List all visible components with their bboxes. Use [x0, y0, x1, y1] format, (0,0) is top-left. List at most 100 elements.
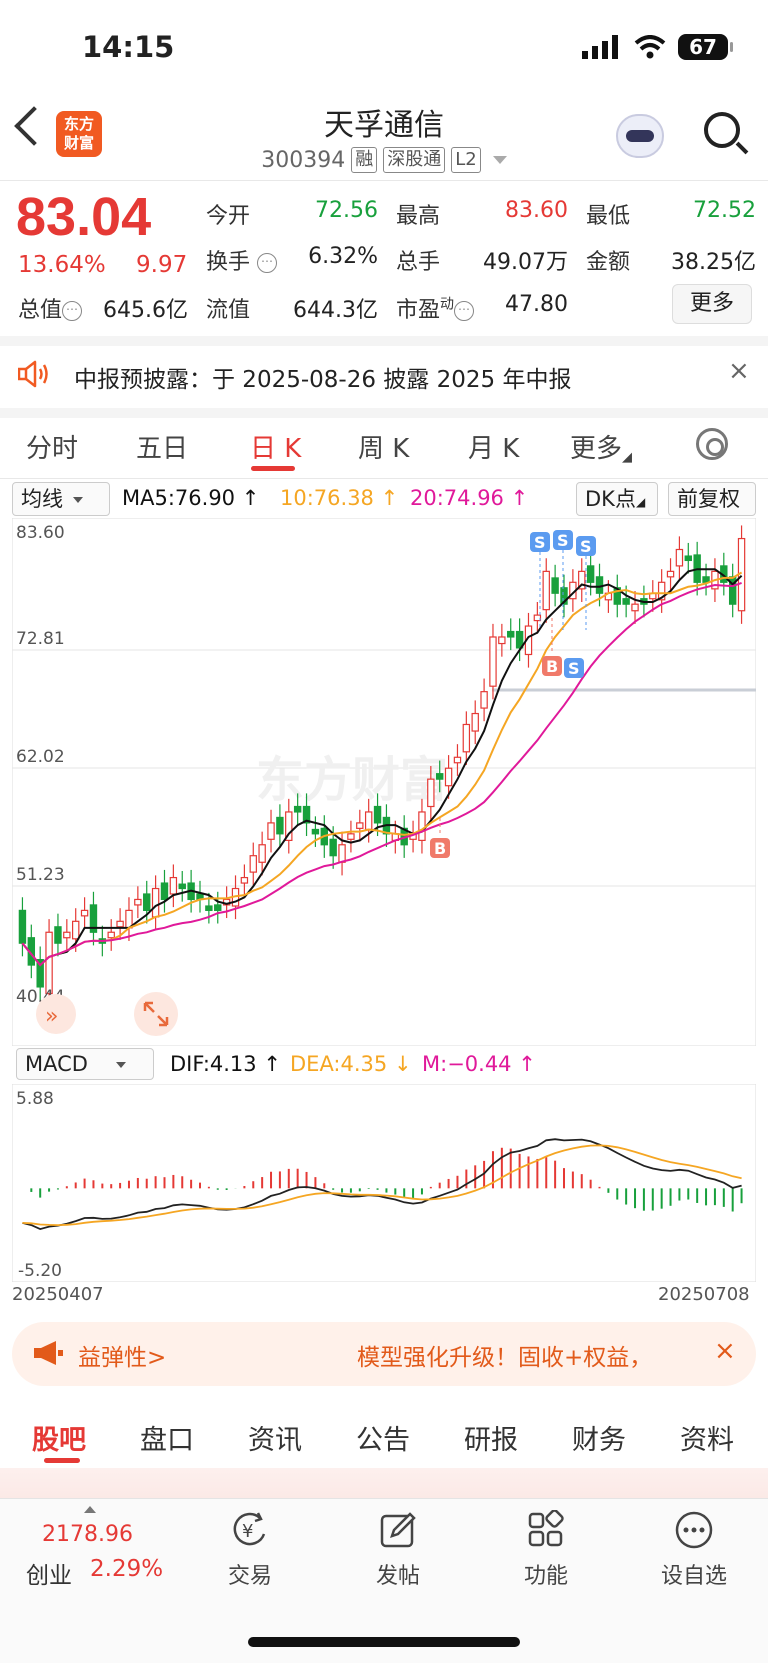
stock-subtitle[interactable]: 300394 融 深股通 L2 [0, 147, 768, 173]
tab-orderbook[interactable]: 盘口 [140, 1425, 194, 1456]
candle-body [560, 587, 568, 605]
fullscreen-icon[interactable] [134, 992, 178, 1036]
speaker-icon [18, 360, 48, 388]
tab-forum[interactable]: 股吧 [32, 1425, 86, 1456]
divider [0, 180, 768, 181]
chevron-down-icon [73, 497, 83, 503]
app-logo[interactable]: 东方 财富 [56, 111, 102, 157]
turnover-value: 6.32% [308, 244, 378, 269]
price-axis-label: 62.02 [16, 747, 65, 767]
candle-body [418, 811, 426, 841]
candle-body [586, 565, 595, 583]
info-icon[interactable]: ⋯ [454, 301, 475, 321]
tab-five-day[interactable]: 五日 [136, 434, 189, 464]
list-item [0, 1468, 768, 1498]
megaphone-icon [34, 1341, 63, 1365]
sell-signal-badge: S [553, 530, 573, 550]
banner-close-icon[interactable]: × [714, 1336, 736, 1366]
divider [0, 336, 768, 346]
candle-body [657, 581, 666, 601]
candle-body [444, 767, 453, 787]
active-tab-underline [251, 466, 295, 471]
tab-more[interactable]: 更多◢ [570, 434, 633, 465]
candle-body [178, 883, 186, 890]
tag-l2: L2 [451, 147, 481, 173]
market-cap-label[interactable]: 总值 ⋯ [18, 292, 83, 324]
buy-signal-badge: B [430, 838, 450, 858]
dea-line [22, 1144, 742, 1227]
dif-label: DIF:4.13 ↑ [170, 1052, 281, 1076]
nav-watchlist[interactable]: 设自选 [644, 1510, 744, 1590]
indicator-select[interactable]: 均线 [12, 482, 110, 516]
candle-body [515, 630, 524, 649]
candle-body [507, 630, 515, 638]
candle-body [675, 548, 684, 567]
chevron-down-icon[interactable] [492, 156, 507, 164]
candle-body [205, 905, 213, 911]
m-label: M:−0.44 ↑ [422, 1052, 536, 1076]
gear-icon[interactable] [696, 428, 728, 460]
tab-intraday[interactable]: 分时 [26, 434, 79, 464]
pe-label[interactable]: 市盈动 ⋯ [396, 292, 475, 324]
candle-body [329, 838, 337, 857]
ma20-line [21, 581, 742, 967]
turnover-label[interactable]: 换手 ⋯ [206, 244, 278, 276]
candle-body [373, 805, 382, 824]
macd-select[interactable]: MACD [16, 1048, 154, 1080]
amount-value: 38.25亿 [671, 250, 756, 275]
tab-finance[interactable]: 财务 [572, 1425, 626, 1456]
candle-body [36, 958, 44, 988]
dk-point-select[interactable]: DK点◢ [576, 482, 658, 516]
candle-body [356, 822, 364, 829]
macd-axis-top: 5.88 [16, 1089, 54, 1109]
tab-news[interactable]: 资讯 [248, 1425, 302, 1456]
banner-text-left[interactable]: 益弹性> [78, 1345, 167, 1371]
macd-chart[interactable]: 5.88 -5.20 [12, 1084, 756, 1282]
sell-signal-badge: S [564, 658, 584, 678]
expand-left-icon[interactable]: » [36, 994, 76, 1034]
index-value[interactable]: 2178.96 [42, 1522, 133, 1547]
info-icon[interactable]: ⋯ [257, 253, 278, 273]
volume-label: 总手 [396, 250, 441, 275]
candle-body [702, 576, 710, 583]
active-tab-underline [44, 1458, 80, 1463]
tab-announcements[interactable]: 公告 [356, 1425, 410, 1456]
candle-body [151, 887, 160, 918]
candle-body [302, 805, 311, 824]
status-time: 14:15 [82, 30, 175, 64]
sell-signal-badge: S [530, 532, 550, 552]
tab-weekly-k[interactable]: 周 K [358, 434, 410, 464]
search-icon[interactable] [704, 112, 740, 148]
info-icon[interactable]: ⋯ [62, 301, 83, 321]
candle-body [578, 570, 586, 590]
promo-banner[interactable] [12, 1322, 756, 1386]
nav-functions[interactable]: 功能 [496, 1509, 596, 1590]
more-button[interactable]: 更多 [672, 284, 752, 324]
caret-up-icon[interactable] [84, 1506, 96, 1513]
tab-monthly-k[interactable]: 月 K [468, 434, 520, 464]
nav-trade[interactable]: ¥ 交易 [200, 1510, 300, 1590]
wifi-icon [634, 35, 666, 59]
index-pct[interactable]: 2.29% [90, 1556, 164, 1582]
volume-value: 49.07万 [483, 250, 568, 275]
candle-body [134, 898, 142, 906]
tab-daily-k[interactable]: 日 K [250, 434, 302, 464]
notice-text[interactable]: 中报预披露：于 2025-08-26 披露 2025 年中报 [74, 367, 572, 393]
x-axis-start: 20250407 [12, 1284, 104, 1305]
tag-margin: 融 [351, 147, 378, 173]
svg-text:S: S [557, 531, 569, 550]
tab-research[interactable]: 研报 [464, 1425, 518, 1456]
nav-post[interactable]: 发帖 [348, 1510, 448, 1590]
amount-label: 金额 [586, 250, 631, 275]
tab-profile[interactable]: 资料 [680, 1425, 734, 1456]
banner-text-right[interactable]: 模型强化升级！固收+权益， [357, 1345, 653, 1371]
candle-body [293, 805, 302, 813]
adjust-select[interactable]: 前复权 [668, 482, 756, 516]
candle-body [80, 909, 89, 917]
candle-body [267, 822, 275, 840]
close-icon[interactable]: × [728, 356, 750, 386]
assistant-avatar-icon[interactable] [616, 114, 664, 158]
index-name[interactable]: 创业 [26, 1563, 72, 1589]
candle-body [622, 598, 630, 605]
